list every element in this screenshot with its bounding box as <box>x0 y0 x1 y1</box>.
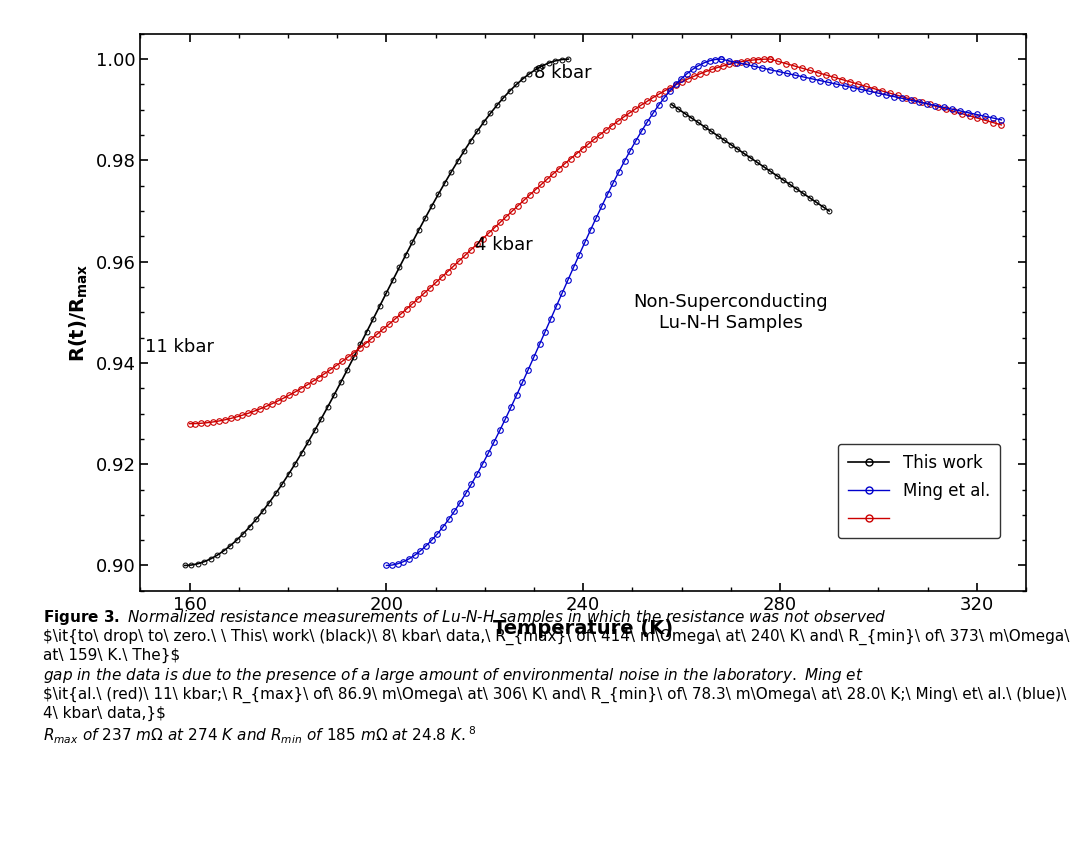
Text: Non-Superconducting
Lu-N-H Samples: Non-Superconducting Lu-N-H Samples <box>634 293 828 332</box>
Text: 11 kbar: 11 kbar <box>146 338 214 355</box>
X-axis label: Temperature (K): Temperature (K) <box>494 619 673 638</box>
Y-axis label: R(t)/R$_{\mathregular{max}}$: R(t)/R$_{\mathregular{max}}$ <box>68 263 90 361</box>
Text: $\bf{Figure\ 3.}$ $\it{Normalized\ resistance\ measurements\ of\ Lu\text{-}N\tex: $\bf{Figure\ 3.}$ $\it{Normalized\ resis… <box>43 608 1069 745</box>
Text: 8 kbar: 8 kbar <box>534 64 592 82</box>
Text: 4 kbar: 4 kbar <box>475 236 532 254</box>
Legend: This work, Ming et al., : This work, Ming et al., <box>838 444 1000 538</box>
